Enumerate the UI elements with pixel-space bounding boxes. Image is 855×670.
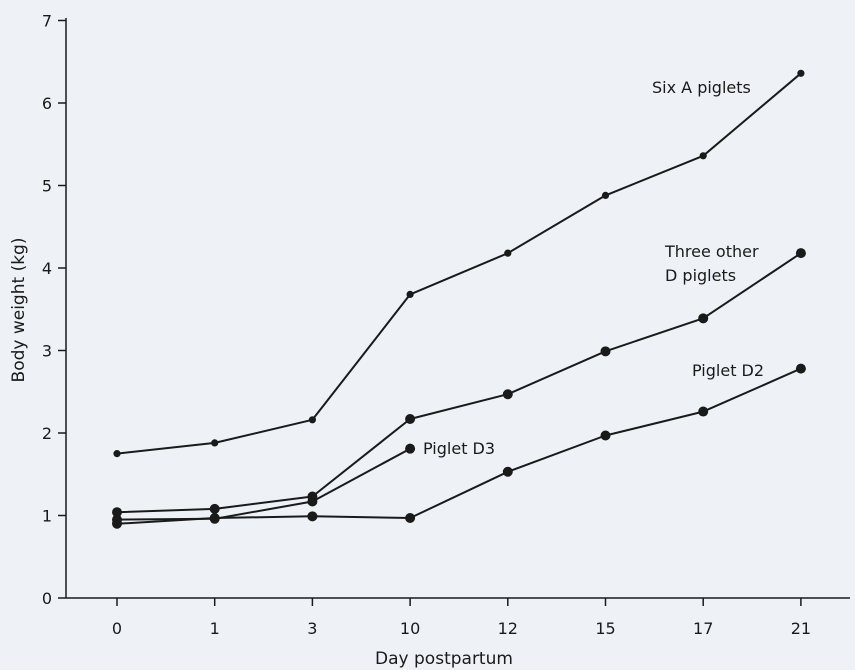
- y-tick-label: 3: [42, 342, 52, 361]
- y-tick-label: 5: [42, 177, 52, 196]
- x-axis-title: Day postpartum: [375, 649, 513, 669]
- data-point-piglet-d3: [307, 496, 318, 507]
- x-tick-label: 10: [400, 619, 420, 638]
- x-tick-label: 0: [112, 619, 122, 638]
- data-point-three-other-d-piglets: [209, 503, 220, 514]
- series-line-six-a-piglets: [116, 72, 802, 455]
- data-point-three-other-d-piglets: [795, 248, 806, 259]
- data-point-piglet-d2: [502, 466, 513, 477]
- series-points: [112, 69, 806, 529]
- data-point-six-a-piglets: [211, 439, 219, 447]
- data-point-piglet-d2: [307, 511, 318, 522]
- series-lines: [116, 72, 802, 525]
- series-labels: Six A piglets Three other D piglets Pigl…: [423, 78, 764, 458]
- x-ticks: 0 1 3 10 12 15 17 21: [112, 598, 811, 638]
- data-point-piglet-d2: [795, 363, 806, 374]
- data-point-six-a-piglets: [797, 69, 805, 77]
- axes: [65, 18, 850, 599]
- data-point-piglet-d3: [112, 514, 122, 525]
- x-tick-label: 3: [307, 619, 317, 638]
- y-tick-label: 1: [42, 507, 52, 526]
- data-point-six-a-piglets: [601, 191, 610, 199]
- x-tick-label: 1: [210, 619, 220, 638]
- data-point-piglet-d2: [600, 430, 611, 441]
- data-point-six-a-piglets: [406, 290, 414, 298]
- y-tick-label: 7: [42, 12, 52, 31]
- data-point-three-other-d-piglets: [502, 389, 513, 400]
- y-tick-label: 4: [42, 259, 52, 278]
- y-ticks: 0 1 2 3 4 5 6 7: [42, 12, 66, 608]
- label-three-other-d-piglets-line2: D piglets: [665, 266, 736, 285]
- data-point-six-a-piglets: [504, 249, 512, 257]
- y-tick-label: 2: [42, 424, 52, 443]
- x-tick-label: 15: [595, 619, 615, 638]
- data-point-three-other-d-piglets: [600, 346, 611, 357]
- x-tick-label: 12: [498, 619, 518, 638]
- series-line-three-other-d-piglets: [116, 252, 802, 514]
- x-tick-label: 21: [791, 619, 811, 638]
- label-piglet-d3: Piglet D3: [423, 439, 495, 458]
- y-tick-label: 0: [42, 589, 52, 608]
- label-three-other-d-piglets-line1: Three other: [664, 242, 759, 261]
- series-line-piglet-d3: [116, 447, 411, 521]
- label-six-a-piglets: Six A piglets: [652, 78, 751, 97]
- label-piglet-d2: Piglet D2: [692, 361, 764, 380]
- series-line-piglet-d2: [116, 367, 802, 525]
- data-point-piglet-d2: [698, 406, 709, 417]
- y-tick-label: 6: [42, 94, 52, 113]
- data-point-three-other-d-piglets: [112, 507, 122, 518]
- y-axis-title: Body weight (kg): [9, 238, 29, 383]
- data-point-six-a-piglets: [699, 152, 707, 160]
- data-point-six-a-piglets: [113, 450, 121, 458]
- x-tick-label: 17: [693, 619, 713, 638]
- data-point-three-other-d-piglets: [405, 413, 416, 424]
- data-point-piglet-d3: [405, 443, 416, 454]
- data-point-six-a-piglets: [308, 416, 316, 424]
- data-point-piglet-d3: [209, 513, 220, 524]
- label-three-other-d-piglets: Three other D piglets: [664, 242, 764, 285]
- data-point-three-other-d-piglets: [698, 313, 709, 324]
- data-point-piglet-d2: [405, 512, 416, 523]
